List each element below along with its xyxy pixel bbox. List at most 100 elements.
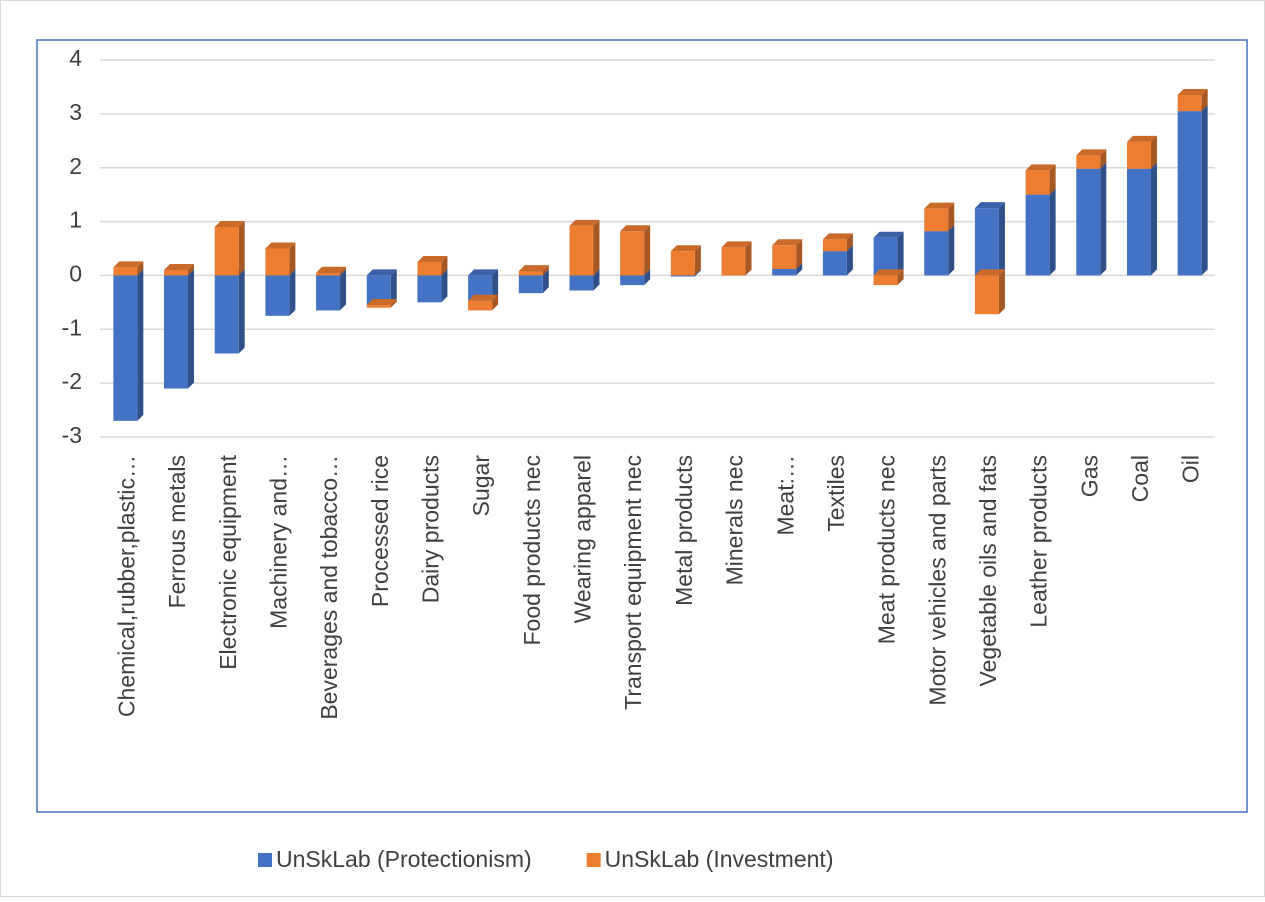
bar-side xyxy=(846,233,853,252)
bar-top xyxy=(721,241,752,248)
bar xyxy=(1025,194,1050,276)
x-tick-label: Meat products nec xyxy=(874,455,900,644)
bar xyxy=(265,248,290,276)
y-tick-label: -2 xyxy=(62,368,82,394)
bar-side xyxy=(492,269,499,301)
bar-top xyxy=(974,269,1005,276)
bar-side xyxy=(238,220,245,276)
bar xyxy=(1126,141,1151,169)
legend-label: UnSkLab (Investment) xyxy=(605,846,834,872)
x-tick-label: Transport equipment nec xyxy=(620,455,646,710)
bar xyxy=(1076,155,1101,169)
x-tick-label: Machinery and… xyxy=(265,455,291,629)
y-tick-label: -3 xyxy=(62,422,82,448)
x-tick-label: Chemical,rubber,plastic… xyxy=(113,455,139,717)
bar-top xyxy=(1025,164,1056,171)
bar-side xyxy=(188,264,195,276)
bar-side xyxy=(948,202,955,232)
x-tick-label: Minerals nec xyxy=(722,455,748,585)
bar xyxy=(214,275,239,354)
legend-swatch xyxy=(586,853,601,867)
bar xyxy=(670,251,695,276)
bar-side xyxy=(644,225,651,276)
bar xyxy=(873,237,898,276)
bar xyxy=(214,226,239,276)
bar-top xyxy=(772,239,803,246)
x-tick-label: Vegetable oils and fats xyxy=(975,455,1001,686)
bar-top xyxy=(1126,135,1157,142)
bar-top xyxy=(924,202,955,209)
bar xyxy=(873,275,898,286)
bar xyxy=(772,268,797,276)
bar xyxy=(417,261,442,276)
y-tick-label: 4 xyxy=(69,45,82,71)
x-tick-label: Electronic equipment xyxy=(215,454,241,669)
bar xyxy=(468,300,493,311)
x-tick-label: Beverages and tobacco… xyxy=(316,455,342,720)
bar-side xyxy=(593,219,600,276)
bar-top xyxy=(265,242,296,249)
y-tick-label: 1 xyxy=(69,207,82,233)
chart-frame xyxy=(36,39,1248,813)
bar xyxy=(265,275,290,316)
bar-top xyxy=(468,269,499,276)
bar xyxy=(569,275,594,291)
bar xyxy=(417,275,442,303)
bar-side xyxy=(188,269,195,389)
bar-side xyxy=(137,261,144,276)
x-tick-label: Leather products xyxy=(1026,455,1052,628)
bar-side xyxy=(289,269,296,316)
bar-side xyxy=(897,231,904,276)
bar-top xyxy=(366,299,397,306)
x-tick-label: Coal xyxy=(1127,455,1153,502)
bar xyxy=(1025,170,1050,195)
bar-top xyxy=(873,269,904,276)
bar-top xyxy=(1177,89,1208,96)
bar-top xyxy=(974,202,1005,209)
bar-side xyxy=(441,255,448,276)
bar-top xyxy=(822,233,853,240)
x-tick-label: Processed rice xyxy=(367,455,393,607)
bar-top xyxy=(164,264,195,271)
bar xyxy=(822,239,847,252)
bar-side xyxy=(1049,188,1056,276)
bar xyxy=(1126,168,1151,276)
bar-top xyxy=(417,255,448,262)
bar-top xyxy=(1076,149,1107,156)
bar-side xyxy=(897,269,904,286)
bar xyxy=(366,305,391,308)
bar xyxy=(670,275,695,277)
x-tick-label: Food products nec xyxy=(519,455,545,646)
x-tick-label: Metal products xyxy=(671,455,697,606)
bar-side xyxy=(948,225,955,276)
bar-top xyxy=(670,245,701,252)
bar-side xyxy=(137,269,144,421)
bar xyxy=(113,267,138,276)
bar-top xyxy=(468,294,499,301)
bar-side xyxy=(745,241,752,276)
bar-side xyxy=(796,239,803,269)
bar-side xyxy=(998,202,1005,276)
bar-side xyxy=(1100,162,1107,276)
bar xyxy=(518,275,543,294)
bar-side xyxy=(441,269,448,303)
bar-side xyxy=(289,242,296,276)
bar-side xyxy=(340,266,347,276)
bar xyxy=(620,231,645,276)
bar-side xyxy=(492,294,499,311)
bar-side xyxy=(593,269,600,291)
bar-top xyxy=(316,266,347,273)
bar-top xyxy=(620,225,651,232)
bar-side xyxy=(390,299,397,308)
bar xyxy=(164,270,189,276)
bar-side xyxy=(1150,135,1157,169)
x-tick-label: Wearing apparel xyxy=(570,455,596,623)
legend-swatch xyxy=(258,853,272,867)
bar-side xyxy=(694,245,701,276)
bar-top xyxy=(214,220,245,227)
bar xyxy=(316,275,341,311)
bar-side xyxy=(694,269,701,277)
bar xyxy=(164,275,189,389)
